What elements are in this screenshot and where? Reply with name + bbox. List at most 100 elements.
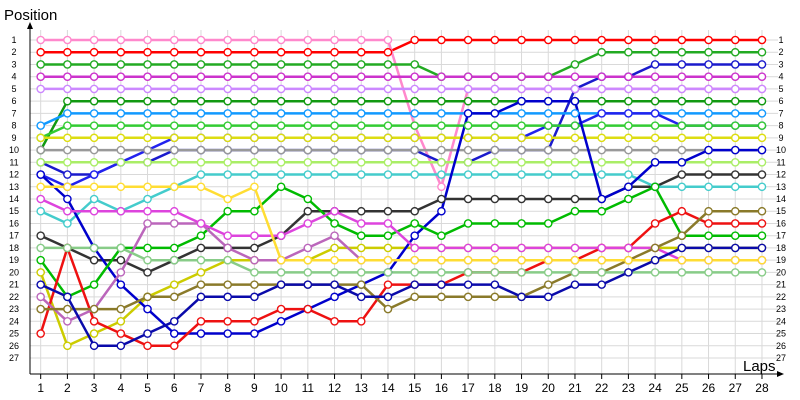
- series-point: [383, 255, 393, 265]
- series-point: [597, 255, 606, 265]
- series-point: [383, 145, 393, 155]
- series-point: [169, 219, 179, 228]
- series-point: [143, 292, 152, 302]
- series-point: [517, 109, 526, 118]
- series-point: [437, 35, 446, 45]
- series-point: [89, 96, 99, 106]
- series-point: [597, 280, 606, 289]
- series-point: [543, 96, 553, 106]
- series-point: [463, 170, 473, 179]
- series-point: [330, 292, 339, 302]
- y-axis-title: Position: [4, 7, 57, 24]
- series-point: [169, 206, 179, 216]
- series-point: [570, 255, 580, 265]
- series-point: [704, 84, 713, 94]
- series-point: [490, 219, 500, 228]
- series-point: [757, 255, 767, 265]
- series-point: [410, 231, 419, 240]
- series-point: [356, 243, 366, 253]
- series-point: [143, 145, 152, 155]
- series-point: [36, 329, 45, 338]
- series-point: [704, 133, 713, 143]
- series-point: [650, 255, 660, 265]
- series-point: [223, 35, 232, 45]
- series-point: [383, 133, 393, 143]
- y-tick-label: 3: [11, 59, 16, 69]
- series-point: [116, 206, 126, 216]
- series-point: [276, 304, 286, 314]
- series-point: [356, 280, 366, 289]
- series-point: [730, 231, 740, 240]
- series-point: [383, 268, 393, 277]
- series-point: [196, 121, 206, 130]
- series-point: [437, 133, 446, 143]
- series-point: [143, 84, 152, 94]
- series-point: [196, 145, 206, 155]
- series-point: [169, 292, 179, 302]
- series-line-24: [39, 185, 764, 262]
- series-point: [356, 219, 366, 228]
- series-point: [677, 47, 687, 57]
- series-point: [704, 109, 713, 118]
- series-point: [250, 47, 259, 57]
- series-point: [36, 158, 45, 167]
- series-point: [383, 158, 393, 167]
- series-point: [517, 255, 526, 265]
- series-point: [490, 133, 500, 143]
- series-point: [677, 170, 687, 179]
- series-point: [570, 84, 580, 94]
- series-point: [624, 72, 633, 81]
- series-point: [36, 133, 45, 143]
- series-point: [250, 280, 259, 289]
- y-tick-label: 27: [9, 353, 19, 363]
- series-point: [624, 121, 633, 130]
- series-point: [116, 268, 126, 277]
- series-point: [570, 145, 580, 155]
- series-point: [650, 145, 660, 155]
- series-point: [63, 304, 72, 314]
- series-point: [410, 255, 419, 265]
- series-point: [36, 182, 45, 192]
- y-tick-label: 9: [11, 133, 16, 143]
- series-point: [356, 317, 366, 326]
- series-point: [36, 47, 45, 57]
- series-point: [223, 133, 232, 143]
- series-point: [330, 268, 339, 277]
- series-point: [63, 72, 72, 81]
- x-tick-label: 3: [91, 381, 98, 395]
- series-point: [250, 268, 259, 277]
- series-point: [650, 109, 660, 118]
- series-point: [63, 194, 72, 204]
- series-point: [89, 170, 99, 179]
- series-point: [223, 194, 232, 204]
- y-tick-label: 12: [9, 170, 19, 180]
- series-point: [463, 255, 473, 265]
- series-point: [704, 35, 713, 45]
- series-point: [543, 243, 553, 253]
- series-point: [250, 206, 259, 216]
- y-tick-label: 25: [9, 329, 19, 339]
- series-point: [169, 341, 179, 351]
- series-point: [116, 47, 126, 57]
- series-point: [757, 121, 767, 130]
- series-point: [63, 243, 72, 253]
- series-point: [89, 255, 99, 265]
- series-point: [356, 121, 366, 130]
- series-point: [196, 35, 206, 45]
- series-point: [63, 47, 72, 57]
- series-point: [223, 292, 232, 302]
- series-point: [276, 109, 286, 118]
- series-point: [437, 182, 446, 192]
- series-point: [597, 194, 606, 204]
- series-point: [730, 182, 740, 192]
- series-point: [36, 304, 45, 314]
- series-point: [730, 133, 740, 143]
- series-point: [437, 109, 446, 118]
- series-point: [63, 317, 72, 326]
- series-point: [250, 158, 259, 167]
- series-point: [383, 292, 393, 302]
- y-tick-label: 6: [11, 96, 16, 106]
- series-point: [490, 72, 500, 81]
- series-point: [36, 35, 45, 45]
- series-point: [570, 280, 580, 289]
